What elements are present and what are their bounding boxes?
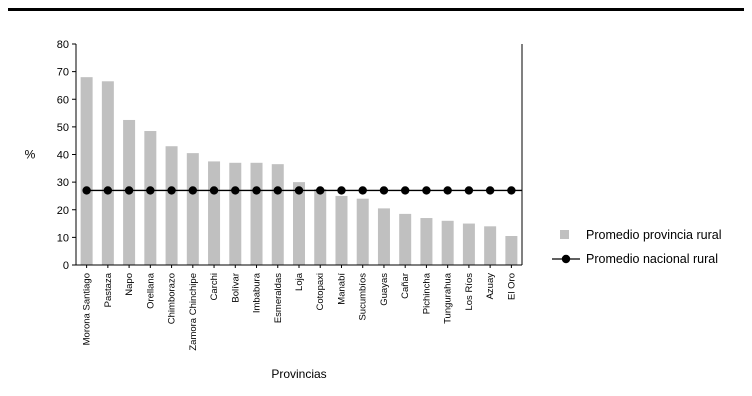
bar — [144, 131, 157, 265]
line-point — [422, 186, 431, 195]
line-point — [316, 186, 325, 195]
x-tick-label: El Oro — [506, 273, 517, 300]
bar — [441, 220, 454, 265]
bar — [335, 195, 348, 265]
line-point — [252, 186, 261, 195]
x-tick-label: Esmeraldas — [273, 273, 284, 323]
x-tick-label: Pichincha — [421, 272, 432, 314]
line-point — [273, 186, 282, 195]
bar — [165, 146, 178, 265]
legend: Promedio provincia rural Promedio nacion… — [552, 228, 721, 266]
x-tick-label: Sucumbíos — [358, 273, 369, 321]
x-tick-label: Azuay — [485, 273, 496, 300]
y-tick-label: 50 — [57, 122, 69, 134]
line-point — [464, 186, 474, 195]
bar — [293, 182, 305, 265]
legend-line-label: Promedio nacional rural — [586, 252, 718, 266]
line-point — [167, 186, 176, 195]
line-point — [146, 186, 155, 195]
line-point — [294, 186, 304, 195]
bar — [420, 218, 433, 265]
line-point — [485, 186, 495, 195]
legend-bar-label: Promedio provincia rural — [586, 228, 721, 242]
bars — [80, 77, 518, 266]
top-rule — [8, 8, 744, 11]
x-tick-label: Morona Santiago — [82, 273, 93, 345]
bar — [229, 162, 242, 265]
bar — [271, 164, 284, 265]
y-tick-label: 80 — [57, 39, 69, 51]
line-point — [358, 186, 367, 195]
line-point — [103, 186, 113, 195]
x-tick-label: Napo — [124, 273, 135, 296]
line-point — [337, 186, 346, 195]
bar — [250, 162, 263, 265]
line-point — [400, 186, 410, 195]
line-point — [443, 186, 452, 195]
x-axis: Morona Santiago Pastaza Napo Orellana Chimbo… — [76, 264, 522, 351]
bar — [462, 223, 475, 265]
national-average-line — [82, 186, 522, 195]
x-tick-label: Guayas — [379, 273, 390, 306]
y-tick-label: 40 — [57, 150, 69, 162]
bar — [484, 226, 497, 265]
x-tick-label: Manabí — [336, 273, 347, 305]
y-tick-label: 10 — [57, 232, 69, 244]
line-point — [124, 186, 134, 195]
x-tick-label: Carchi — [209, 273, 220, 300]
line-point — [231, 186, 240, 195]
bar — [377, 208, 390, 265]
legend-bar-swatch — [560, 230, 569, 239]
line-point — [209, 186, 219, 195]
x-tick-label: Imbabura — [252, 272, 263, 313]
y-tick-label: 60 — [57, 94, 69, 106]
bar — [314, 189, 327, 265]
x-tick-label: Pastaza — [103, 272, 114, 307]
bar — [208, 161, 221, 265]
y-axis-title: % — [25, 148, 36, 162]
x-tick-label: Chimborazo — [167, 273, 178, 324]
x-tick-label: Los Ríos — [464, 273, 475, 311]
bar — [356, 198, 369, 265]
line-point — [82, 186, 91, 195]
legend-line-marker — [561, 254, 571, 264]
x-tick-label: Zamora Chinchipe — [188, 273, 199, 351]
x-tick-label: Cañar — [400, 273, 411, 299]
x-tick-label: Tungurahua — [443, 272, 454, 324]
bar — [399, 213, 412, 265]
line-point — [379, 186, 389, 195]
line-point — [188, 186, 198, 195]
x-axis-title: Provincias — [271, 367, 326, 381]
x-tick-label: Loja — [294, 272, 305, 291]
line-point — [507, 186, 516, 195]
y-tick-label: 70 — [57, 67, 69, 79]
y-tick-label: 30 — [57, 177, 69, 189]
x-tick-label: Cotopaxi — [315, 273, 326, 311]
bar — [101, 81, 114, 265]
bar — [186, 153, 199, 265]
x-tick-label: Bolívar — [230, 273, 241, 303]
x-tick-label: Orellana — [145, 272, 156, 309]
y-tick-label: 0 — [63, 260, 69, 272]
bar — [505, 235, 518, 265]
y-axis: 0 10 20 30 40 50 60 70 80 — [57, 39, 523, 272]
bar — [80, 77, 93, 266]
y-tick-label: 20 — [57, 205, 69, 217]
